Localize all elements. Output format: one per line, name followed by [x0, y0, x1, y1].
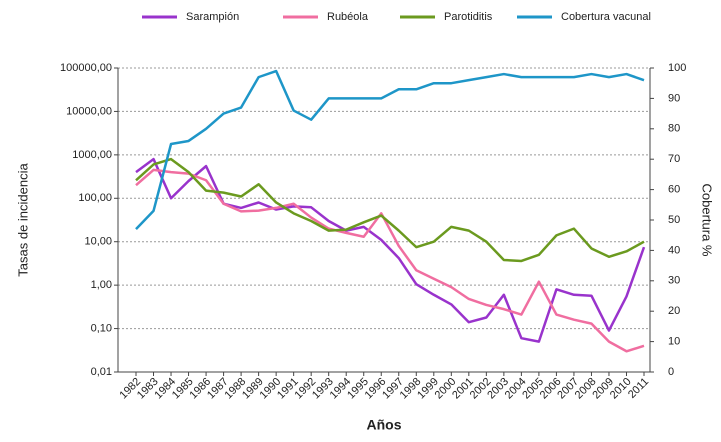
series-line	[135, 157, 645, 263]
y-tick-label: 10,00	[84, 236, 112, 248]
y2-tick-label: 40	[668, 244, 680, 256]
y-tick-label: 100,00	[78, 192, 112, 204]
series-line	[135, 157, 646, 343]
x-tick-label: 2011	[626, 376, 651, 401]
y2-tick-label: 90	[668, 92, 680, 104]
y-tick-label: 0,10	[91, 322, 112, 334]
legend-label: Cobertura vacunal	[561, 11, 651, 23]
legend-label: Parotiditis	[444, 11, 493, 23]
x-axis-label: Años	[367, 417, 402, 433]
y2-axis-label: Cobertura %	[700, 184, 715, 257]
y-tick-label: 1000,00	[72, 149, 112, 161]
y2-tick-label: 70	[668, 153, 680, 165]
series-line	[135, 168, 645, 353]
y-axis-label: Tasas de incidencia	[15, 163, 30, 277]
legend-label: Sarampión	[186, 11, 239, 23]
y2-tick-label: 60	[668, 184, 680, 196]
y2-tick-label: 80	[668, 123, 680, 135]
y2-tick-label: 20	[668, 305, 680, 317]
y-tick-label: 100000,00	[60, 62, 112, 74]
y2-tick-label: 50	[668, 214, 680, 226]
y2-tick-label: 30	[668, 275, 680, 287]
y2-tick-label: 10	[668, 336, 680, 348]
y2-tick-label: 0	[668, 366, 674, 378]
series-line	[135, 69, 645, 230]
y-tick-label: 0,01	[91, 366, 112, 378]
y2-tick-label: 100	[668, 62, 686, 74]
legend-label: Rubéola	[327, 11, 369, 23]
y-tick-label: 1,00	[91, 279, 112, 291]
y-tick-label: 10000,00	[66, 105, 112, 117]
